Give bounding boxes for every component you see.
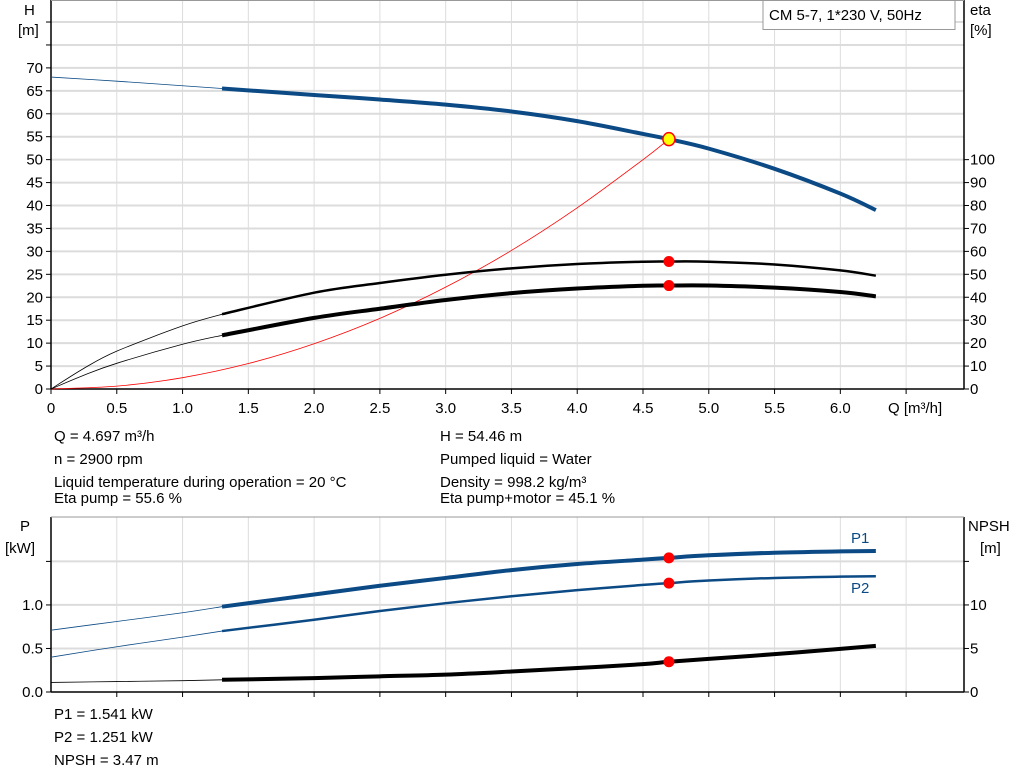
x-tick-label: 2.0 bbox=[304, 400, 325, 417]
p1-curve-extrapolated bbox=[50, 606, 223, 631]
legend-p1: P1 bbox=[851, 530, 869, 547]
x-tick-label: 0.5 bbox=[106, 400, 127, 417]
duty-point-head bbox=[662, 131, 676, 147]
chart-title: CM 5-7, 1*230 V, 50Hz bbox=[769, 7, 922, 24]
y-tick-label: 5 bbox=[35, 358, 43, 375]
duty-point-eta-pump-motor bbox=[663, 280, 675, 292]
y2-tick-label: 10 bbox=[970, 597, 987, 614]
y-axis-unit-h: [m] bbox=[18, 22, 39, 39]
y-tick-label: 70 bbox=[26, 60, 43, 77]
grid-top bbox=[51, 0, 964, 389]
y-tick-label: 1.0 bbox=[22, 597, 43, 614]
y2-tick-label: 90 bbox=[970, 175, 987, 192]
y-tick-label: 0.0 bbox=[22, 684, 43, 701]
system-curve bbox=[50, 138, 670, 390]
head-curve-extrapolated bbox=[50, 76, 223, 89]
y2-tick-label: 40 bbox=[970, 289, 987, 306]
info-p2: P2 = 1.251 kW bbox=[54, 729, 153, 746]
y-tick-label: 40 bbox=[26, 198, 43, 215]
x-tick-label: 0 bbox=[47, 400, 55, 417]
y-tick-label: 10 bbox=[26, 335, 43, 352]
legend-p2: P2 bbox=[851, 580, 869, 597]
y-axis-unit-p: [kW] bbox=[5, 540, 35, 557]
y-axis-label-p: P bbox=[20, 518, 30, 535]
y2-tick-label: 80 bbox=[970, 198, 987, 215]
eta-pump-motor-curve-extrapolated bbox=[50, 334, 223, 390]
x-tick-label: 1.5 bbox=[238, 400, 259, 417]
points bbox=[662, 131, 676, 668]
y-tick-label: 20 bbox=[26, 289, 43, 306]
y-tick-label: 35 bbox=[26, 220, 43, 237]
x-axis-label-q: Q [m³/h] bbox=[888, 400, 942, 417]
eta-pump-motor-curve bbox=[221, 283, 877, 338]
duty-point-eta-pump bbox=[663, 255, 675, 267]
y2-tick-label: 70 bbox=[970, 220, 987, 237]
info-eta-pump-motor: Eta pump+motor = 45.1 % bbox=[440, 490, 616, 507]
title-box bbox=[762, 0, 956, 30]
y2-tick-label: 0 bbox=[970, 684, 978, 701]
x-tick-label: 6.0 bbox=[830, 400, 851, 417]
p2-curve-extrapolated bbox=[50, 630, 223, 658]
y-tick-label: 30 bbox=[26, 243, 43, 260]
x-tick-label: 1.0 bbox=[172, 400, 193, 417]
y-tick-label: 0.5 bbox=[22, 640, 43, 657]
info-eta-pump: Eta pump = 55.6 % bbox=[54, 490, 182, 507]
curves bbox=[50, 76, 877, 683]
y2-tick-label: 10 bbox=[970, 358, 987, 375]
y-tick-label: 50 bbox=[26, 152, 43, 169]
x-tick-label: 4.5 bbox=[633, 400, 654, 417]
duty-point-p2 bbox=[663, 577, 675, 589]
info-liquid: Pumped liquid = Water bbox=[440, 451, 592, 468]
y-tick-label: 65 bbox=[26, 83, 43, 100]
x-tick-label: 5.0 bbox=[698, 400, 719, 417]
y2-tick-label: 50 bbox=[970, 266, 987, 283]
y-tick-label: 60 bbox=[26, 106, 43, 123]
grid-bottom bbox=[51, 517, 964, 692]
info-temp: Liquid temperature during operation = 20… bbox=[54, 474, 347, 491]
y-tick-label: 0 bbox=[35, 381, 43, 398]
info-h: H = 54.46 m bbox=[440, 428, 523, 445]
info-q: Q = 4.697 m³/h bbox=[54, 428, 155, 445]
axes bbox=[46, 0, 969, 697]
y-axis-label-h: H bbox=[24, 2, 35, 19]
y2-axis-unit-eta: [%] bbox=[970, 22, 992, 39]
x-tick-label: 2.5 bbox=[369, 400, 390, 417]
y2-tick-label: 20 bbox=[970, 335, 987, 352]
info-density: Density = 998.2 kg/m³ bbox=[440, 474, 587, 491]
x-tick-label: 5.5 bbox=[764, 400, 785, 417]
p2-curve bbox=[221, 574, 876, 633]
y-tick-label: 25 bbox=[26, 266, 43, 283]
info-npsh: NPSH = 3.47 m bbox=[54, 752, 159, 769]
x-tick-label: 3.0 bbox=[435, 400, 456, 417]
eta-pump-curve bbox=[221, 260, 877, 316]
y2-tick-label: 100 bbox=[970, 152, 995, 169]
head-curve bbox=[221, 86, 877, 212]
p1-curve bbox=[221, 548, 876, 609]
y2-tick-label: 30 bbox=[970, 312, 987, 329]
y2-tick-label: 0 bbox=[970, 381, 978, 398]
info-p1: P1 = 1.541 kW bbox=[54, 706, 153, 723]
tick-labels: 0 0.5 1.0 1.5 2.0 2.5 3.0 3.5 4.0 4.5 5.0 5.5 6.0 0 5 1… bbox=[22, 60, 995, 701]
info-n: n = 2900 rpm bbox=[54, 451, 143, 468]
npsh-curve-extrapolated bbox=[50, 679, 223, 683]
x-tick-label: 4.0 bbox=[567, 400, 588, 417]
duty-point-npsh bbox=[663, 656, 675, 668]
x-tick-label: 3.5 bbox=[501, 400, 522, 417]
duty-point-p1 bbox=[663, 552, 675, 564]
y2-axis-unit-npsh: [m] bbox=[980, 540, 1001, 557]
y2-tick-label: 60 bbox=[970, 243, 987, 260]
y-tick-label: 45 bbox=[26, 175, 43, 192]
npsh-curve bbox=[221, 643, 877, 682]
y2-axis-label-eta: eta bbox=[970, 2, 992, 19]
y-tick-label: 15 bbox=[26, 312, 43, 329]
eta-pump-curve-extrapolated bbox=[50, 313, 223, 390]
y2-axis-label-npsh: NPSH bbox=[968, 518, 1010, 535]
y-tick-label: 55 bbox=[26, 129, 43, 146]
y2-tick-label: 5 bbox=[970, 640, 978, 657]
